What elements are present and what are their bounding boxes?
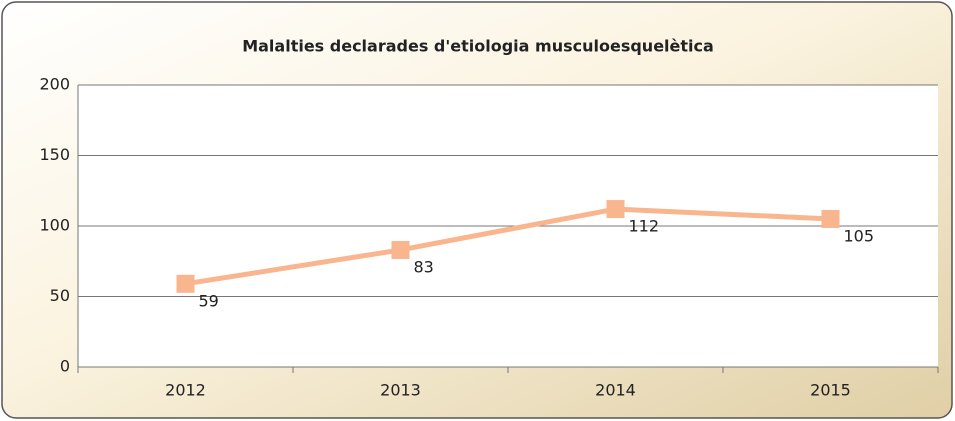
line [185,206,831,287]
data-label: 83 [414,257,434,276]
x-tick-label: 2014 [595,381,636,400]
x-tick-label: 2012 [165,381,206,400]
x-tick-label: 2015 [810,381,851,400]
y-tick-label: 200 [39,75,70,94]
marker [391,240,410,259]
data-label: 105 [844,226,875,245]
data-label: 59 [199,291,219,310]
y-tick-label: 150 [39,145,70,164]
marker [176,274,195,293]
y-tick-label: 0 [60,357,70,376]
marker [606,200,625,219]
x-tick-label: 2013 [380,381,421,400]
y-tick-label: 100 [39,216,70,235]
y-tick-label: 50 [50,286,70,305]
chart-title: Malalties declarades d'etiologia musculo… [242,37,714,56]
marker [821,209,840,228]
data-label: 112 [629,217,660,236]
